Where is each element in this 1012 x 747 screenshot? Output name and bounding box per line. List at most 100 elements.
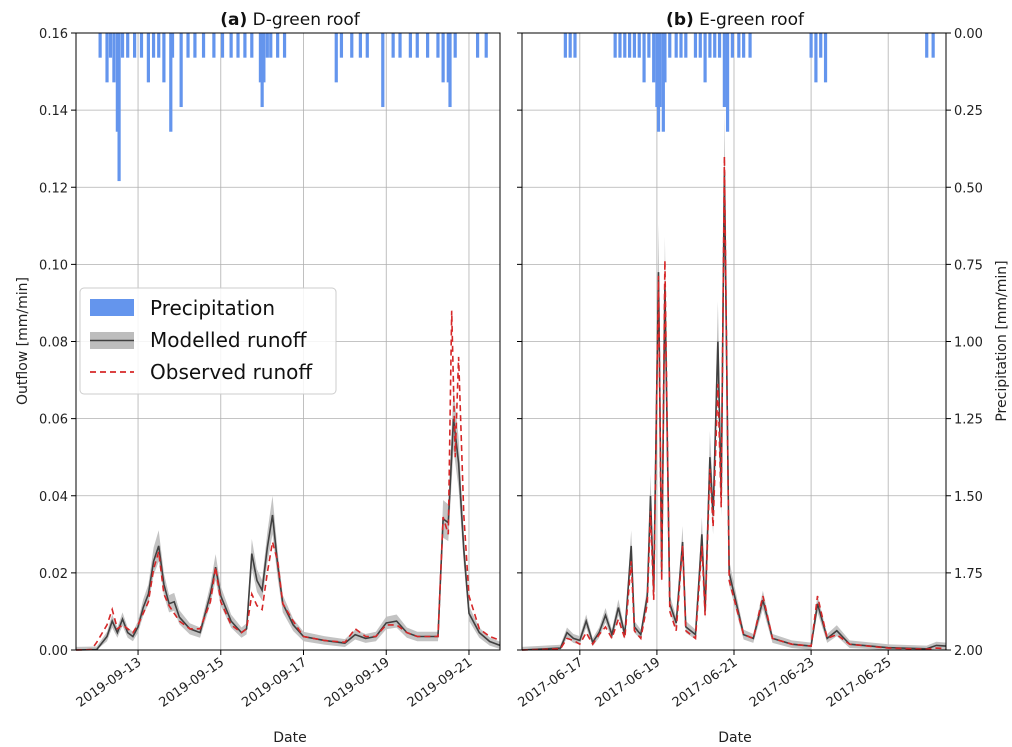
panel-a-precip-bar (117, 33, 121, 182)
panel-a-precip-bar (265, 33, 269, 58)
panel-b-x-tick-label: 2017-06-21 (670, 655, 741, 711)
panel-a-x-tick-label: 2019-09-15 (157, 655, 228, 711)
panel-b-precip-bar (637, 33, 641, 58)
panel-a-y-tick-label: 0.10 (39, 258, 68, 273)
panel-a-precip-bar (112, 33, 116, 83)
panel-a-precip-bar (170, 33, 175, 58)
panel-a-x-axis-label: Date (273, 730, 306, 746)
panel-a-precip-bar (236, 33, 240, 58)
panel-a-precip-bar (350, 33, 354, 58)
panel-a-precip-bar (243, 33, 247, 58)
panel-b-precip-bar (663, 33, 667, 83)
panel-b-title: (b) E-green roof (666, 10, 805, 30)
panel-a-title-label: (a) (220, 10, 247, 30)
panel-a-precip-bar (446, 33, 450, 83)
panel-b-precip-bar (737, 33, 741, 58)
panel-a-y-tick-label: 0.00 (39, 644, 68, 659)
panel-b-precip-bar (713, 33, 717, 58)
panel-a-precip-bar (441, 33, 445, 83)
panel-a-y-tick-label: 0.16 (39, 27, 68, 42)
panel-a-precip-bar (169, 33, 173, 132)
panel-a-precip-bar (157, 33, 161, 58)
panel-b-precip-bar (679, 33, 683, 58)
panel-b-x-tick-label: 2017-06-19 (593, 655, 664, 711)
panel-a-precip-bar (186, 33, 190, 58)
panel-a-precip-bar (220, 33, 225, 58)
panel-b-precip-bar (655, 33, 659, 108)
legend-label-modelled: Modelled runoff (150, 328, 308, 352)
panel-b-e-green-roof: 0.00 0.25 0.50 0.75 1.00 1.25 1.50 1.75 2.00 2017… (516, 27, 983, 711)
panel-a-precip-bar (408, 33, 412, 58)
panel-b-precip-bar (573, 33, 577, 58)
panel-b-y2-tick-label: 0.50 (954, 181, 983, 196)
panel-b-y2-tick-label: 2.00 (954, 644, 983, 659)
panel-b-precip-bar (931, 33, 935, 58)
panel-a-precip-bar (426, 33, 430, 58)
panel-a-precip-bar (258, 33, 263, 83)
panel-b-precip-bar (703, 33, 707, 83)
panel-a-precip-bar (151, 33, 156, 58)
panel-a-precip-bar (139, 33, 144, 58)
panel-a-precip-bar (436, 33, 440, 58)
panel-b-precip-bar (809, 33, 813, 58)
panel-a-precip-bar (133, 33, 137, 58)
panel-b-precip-bar (642, 33, 646, 83)
panel-a-y-tick-label: 0.08 (39, 336, 68, 351)
panel-a-precip-bar (365, 33, 369, 58)
panel-b-x-tick-label: 2017-06-17 (516, 655, 587, 711)
panel-b-precip-bar (725, 33, 730, 132)
panel-a-precip-bar (262, 33, 266, 83)
panel-a-precip-bar (475, 33, 480, 58)
panel-a-observed-line (75, 310, 501, 651)
legend-frame (79, 287, 337, 395)
panel-b-precip-bar (652, 33, 656, 83)
panel-b-precip-bar (717, 33, 722, 58)
panel-a-y-tick-label: 0.04 (39, 490, 68, 505)
panel-b-y2-tick-label: 1.50 (954, 490, 983, 505)
panel-a-precip-bar (398, 33, 402, 58)
panel-a-precip-bar (484, 33, 488, 58)
panel-b-precip-bar (814, 33, 818, 83)
panel-a-x-tick-label: 2019-09-21 (405, 655, 476, 711)
panel-b-precip-bar (708, 33, 712, 58)
panel-a-title: (a) D-green roof (220, 10, 361, 30)
panel-a-precip-bar (105, 33, 109, 83)
y-axis-label-outflow: Outflow [mm/min] (15, 277, 31, 405)
panel-b-y2-tick-label: 1.00 (954, 336, 983, 351)
panel-a-precip-bar (260, 33, 264, 108)
panel-a-precip-bar (98, 33, 102, 58)
panel-b-x-tick-label: 2017-06-25 (824, 655, 895, 711)
panel-b-precip-bar (656, 33, 661, 132)
panel-b-precip-bar (674, 33, 678, 58)
panel-b-x-axis-label: Date (718, 730, 751, 746)
panel-b-precip-bar (613, 33, 617, 58)
panel-a-x-tick-label: 2019-09-13 (74, 655, 145, 711)
panel-a-x-tick-label: 2019-09-19 (322, 655, 393, 711)
panel-a-title-text: D-green roof (253, 10, 361, 30)
panel-b-y2-tick-label: 0.75 (954, 258, 983, 273)
panel-a-precip-bar (108, 33, 113, 58)
panel-a-precip-bar (162, 33, 166, 83)
panel-b-precip-bar (628, 33, 632, 58)
panel-a-y-tick-label: 0.14 (39, 104, 68, 119)
panel-b-precip-bar (742, 33, 746, 58)
panel-b-y2-tick-label: 1.25 (954, 413, 983, 428)
panel-a-precip-bar (358, 33, 362, 58)
panel-b-observed-line (521, 156, 947, 651)
panel-a-precip-bar (391, 33, 395, 58)
panel-b-precip-bar (563, 33, 567, 58)
panel-b-precip-bar (661, 33, 665, 132)
panel-b-title-label: (b) (666, 10, 694, 30)
panel-b-precip-bar (623, 33, 627, 58)
panel-b-precip-bar (722, 33, 726, 108)
panel-b-y2-tick-label: 1.75 (954, 567, 983, 582)
panel-a-precip-bar (201, 33, 206, 58)
panel-a-precip-bar (179, 33, 183, 108)
panel-b-precip-bar (819, 33, 823, 58)
legend-swatch-precipitation (90, 299, 134, 316)
panel-a-precip-bar (276, 33, 280, 58)
panel-b-precip-bar (568, 33, 572, 58)
legend: Precipitation Modelled runoff Observed r… (79, 287, 337, 395)
panel-a-y-tick-label: 0.02 (39, 567, 68, 582)
